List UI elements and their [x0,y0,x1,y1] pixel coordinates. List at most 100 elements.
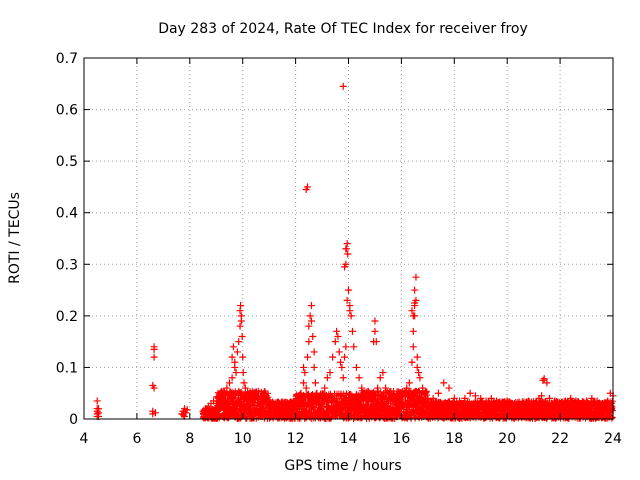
data-point [456,397,464,405]
data-point [498,400,506,408]
data-point [355,374,363,382]
data-point [413,353,421,361]
data-point [397,389,405,397]
data-point [301,369,309,377]
x-tick-label: 24 [604,431,622,447]
data-point [379,369,387,377]
data-point [276,400,284,408]
data-point [252,389,260,397]
data-point [352,363,360,371]
data-point [310,348,318,356]
data-point [232,369,240,377]
data-point [350,343,358,351]
data-point [408,307,416,315]
data-point [411,286,419,294]
data-point [323,374,331,382]
data-point [93,397,101,405]
data-point [409,327,417,335]
data-point [212,400,220,408]
y-tick-label: 0.1 [56,360,78,376]
data-points [93,82,617,420]
data-point [223,384,231,392]
data-point [326,369,334,377]
data-point [503,397,511,405]
data-point [403,384,411,392]
data-point [567,394,575,402]
data-point [540,375,548,383]
data-point [297,389,305,397]
data-point [337,358,345,366]
data-point [343,240,351,248]
dense-markers [200,387,616,422]
data-point [572,397,580,405]
data-point [346,307,354,315]
data-point [239,353,247,361]
data-point [339,374,347,382]
data-point [233,348,241,356]
data-point [240,379,248,387]
data-point [487,394,495,402]
grid-lines [84,58,613,419]
y-tick-label: 0.7 [56,51,78,67]
x-tick-label: 20 [498,431,516,447]
y-tick-label: 0.5 [56,154,78,170]
data-point [382,384,390,392]
x-tick-label: 14 [340,431,358,447]
y-tick-label: 0.6 [56,103,78,119]
data-point [329,353,337,361]
data-point [405,379,413,387]
data-point [150,353,158,361]
data-point [416,374,424,382]
data-point [95,405,103,413]
y-tick-label: 0.3 [56,257,78,273]
data-point [236,322,244,330]
data-point [411,302,419,310]
data-point [461,394,469,402]
data-point [286,400,294,408]
data-point [315,394,323,402]
data-point [342,343,350,351]
data-point [412,273,420,281]
data-point [150,384,158,392]
data-point [471,392,479,400]
data-point [429,394,437,402]
data-point [306,312,314,320]
data-point [321,384,329,392]
data-point [412,296,420,304]
y-tick-label: 0 [69,412,78,428]
data-point [341,263,349,271]
data-point [179,411,187,419]
data-point [371,317,379,325]
data-point [343,296,351,304]
data-point [561,397,569,405]
x-tick-label: 4 [80,431,89,447]
data-point [466,389,474,397]
data-point [530,400,538,408]
data-point [392,397,400,405]
data-point [450,394,458,402]
data-point [440,379,448,387]
data-point [445,384,453,392]
x-tick-label: 18 [445,431,463,447]
data-point [294,394,302,402]
y-tick-label: 0.4 [56,206,78,222]
data-point [415,369,423,377]
data-point [265,400,273,408]
y-tick-label: 0.2 [56,309,78,325]
dense-data-cloud [200,387,616,422]
data-point [238,332,246,340]
x-tick-label: 16 [392,431,410,447]
data-point [318,389,326,397]
data-point [546,394,554,402]
data-point [604,397,612,405]
chart-title: Day 283 of 2024, Rate Of TEC Index for r… [158,21,528,37]
data-point [239,369,247,377]
data-point [311,379,319,387]
data-point [360,389,368,397]
data-point [409,343,417,351]
data-point [339,82,347,90]
data-point [408,358,416,366]
data-point [374,384,382,392]
data-point [556,400,564,408]
